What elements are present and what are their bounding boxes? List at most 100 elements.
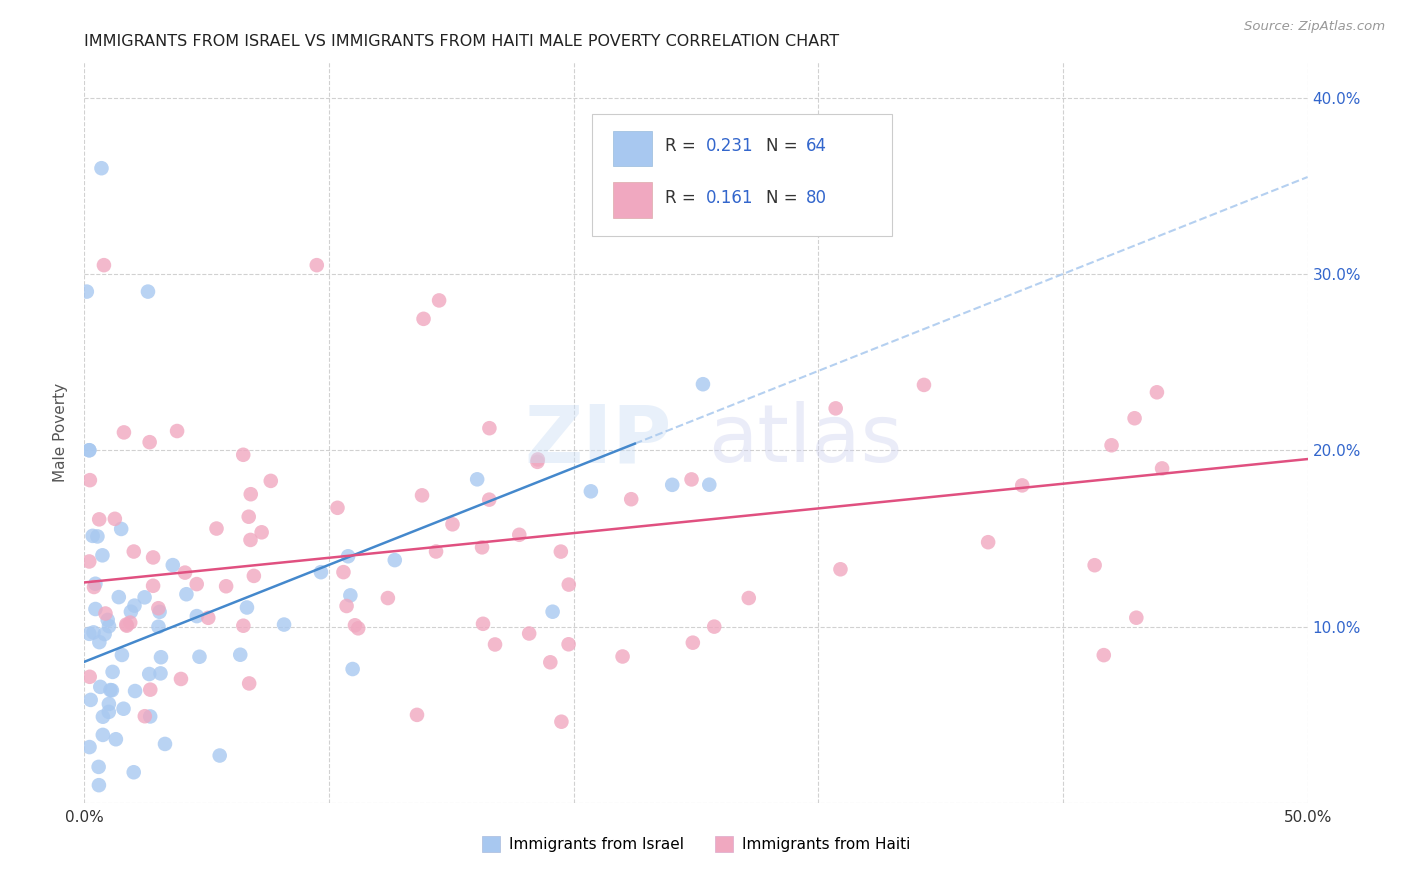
Point bbox=[148, 620, 170, 634]
Point bbox=[1125, 610, 1147, 624]
Point bbox=[197, 611, 219, 625]
Point bbox=[148, 601, 170, 615]
Point bbox=[122, 765, 145, 780]
Point bbox=[336, 599, 359, 613]
Point bbox=[541, 605, 564, 619]
Point bbox=[186, 609, 208, 624]
Point bbox=[104, 512, 127, 526]
Point bbox=[115, 617, 138, 632]
Point bbox=[79, 693, 101, 707]
Point bbox=[1092, 648, 1115, 662]
Y-axis label: Male Poverty: Male Poverty bbox=[53, 383, 69, 483]
Point bbox=[427, 293, 450, 308]
Point bbox=[83, 580, 105, 594]
Point bbox=[1084, 558, 1107, 573]
Point bbox=[526, 455, 548, 469]
Point bbox=[232, 448, 254, 462]
Point bbox=[332, 565, 354, 579]
Point bbox=[236, 600, 259, 615]
Text: 0.161: 0.161 bbox=[706, 189, 754, 207]
Point bbox=[661, 478, 683, 492]
Point bbox=[148, 605, 170, 619]
Point bbox=[149, 666, 172, 681]
Point bbox=[84, 576, 107, 591]
Point bbox=[98, 619, 121, 633]
Point bbox=[134, 591, 156, 605]
FancyBboxPatch shape bbox=[613, 182, 652, 218]
Point bbox=[697, 477, 720, 491]
Point bbox=[1146, 385, 1168, 400]
Text: 0.231: 0.231 bbox=[706, 137, 754, 155]
Point bbox=[260, 474, 283, 488]
FancyBboxPatch shape bbox=[592, 114, 891, 236]
Point bbox=[138, 435, 160, 450]
Point bbox=[138, 667, 160, 681]
Point bbox=[79, 740, 101, 755]
Point bbox=[465, 472, 488, 486]
Point bbox=[97, 613, 120, 627]
Point bbox=[478, 492, 501, 507]
Point bbox=[124, 599, 146, 613]
Point bbox=[347, 621, 370, 635]
Point bbox=[153, 737, 176, 751]
Point bbox=[557, 637, 579, 651]
Point bbox=[305, 258, 328, 272]
Point bbox=[82, 529, 104, 543]
Point bbox=[79, 670, 101, 684]
Point bbox=[238, 509, 260, 524]
Point bbox=[411, 488, 433, 502]
Point bbox=[527, 452, 550, 467]
Point bbox=[120, 615, 142, 630]
Point bbox=[188, 649, 211, 664]
Text: atlas: atlas bbox=[709, 401, 903, 479]
Text: ZIP: ZIP bbox=[524, 401, 672, 479]
Point bbox=[579, 484, 602, 499]
Point bbox=[232, 618, 254, 632]
Point bbox=[77, 443, 100, 458]
Point bbox=[441, 517, 464, 532]
Point bbox=[1101, 438, 1123, 452]
Point bbox=[162, 558, 184, 573]
Point bbox=[309, 565, 332, 579]
Point bbox=[229, 648, 252, 662]
Point bbox=[239, 487, 262, 501]
Point bbox=[91, 710, 114, 724]
Point bbox=[97, 705, 120, 719]
Point bbox=[136, 285, 159, 299]
Point bbox=[93, 627, 115, 641]
Text: R =: R = bbox=[665, 137, 702, 155]
Point bbox=[91, 549, 114, 563]
Point bbox=[186, 577, 208, 591]
Point bbox=[538, 655, 561, 669]
Point bbox=[508, 528, 530, 542]
Point bbox=[83, 625, 105, 640]
Point bbox=[550, 544, 572, 558]
Point bbox=[478, 421, 501, 435]
Point bbox=[342, 662, 364, 676]
Point bbox=[166, 424, 188, 438]
Point bbox=[87, 760, 110, 774]
Text: IMMIGRANTS FROM ISRAEL VS IMMIGRANTS FROM HAITI MALE POVERTY CORRELATION CHART: IMMIGRANTS FROM ISRAEL VS IMMIGRANTS FRO… bbox=[84, 34, 839, 49]
Text: 64: 64 bbox=[806, 137, 827, 155]
Point bbox=[89, 680, 111, 694]
Point bbox=[87, 778, 110, 792]
Point bbox=[93, 258, 115, 272]
Point bbox=[337, 549, 360, 564]
Point bbox=[215, 579, 238, 593]
Point bbox=[134, 709, 156, 723]
Point bbox=[425, 544, 447, 558]
Point bbox=[406, 707, 429, 722]
Point bbox=[977, 535, 1000, 549]
FancyBboxPatch shape bbox=[613, 130, 652, 166]
Point bbox=[107, 590, 129, 604]
Point bbox=[692, 377, 714, 392]
Point bbox=[472, 616, 495, 631]
Text: 80: 80 bbox=[806, 189, 827, 207]
Text: R =: R = bbox=[665, 189, 702, 207]
Point bbox=[112, 425, 135, 440]
Point bbox=[384, 553, 406, 567]
Legend: Immigrants from Israel, Immigrants from Haiti: Immigrants from Israel, Immigrants from … bbox=[475, 830, 917, 858]
Point bbox=[79, 627, 101, 641]
Point bbox=[681, 472, 703, 486]
Point bbox=[174, 566, 197, 580]
